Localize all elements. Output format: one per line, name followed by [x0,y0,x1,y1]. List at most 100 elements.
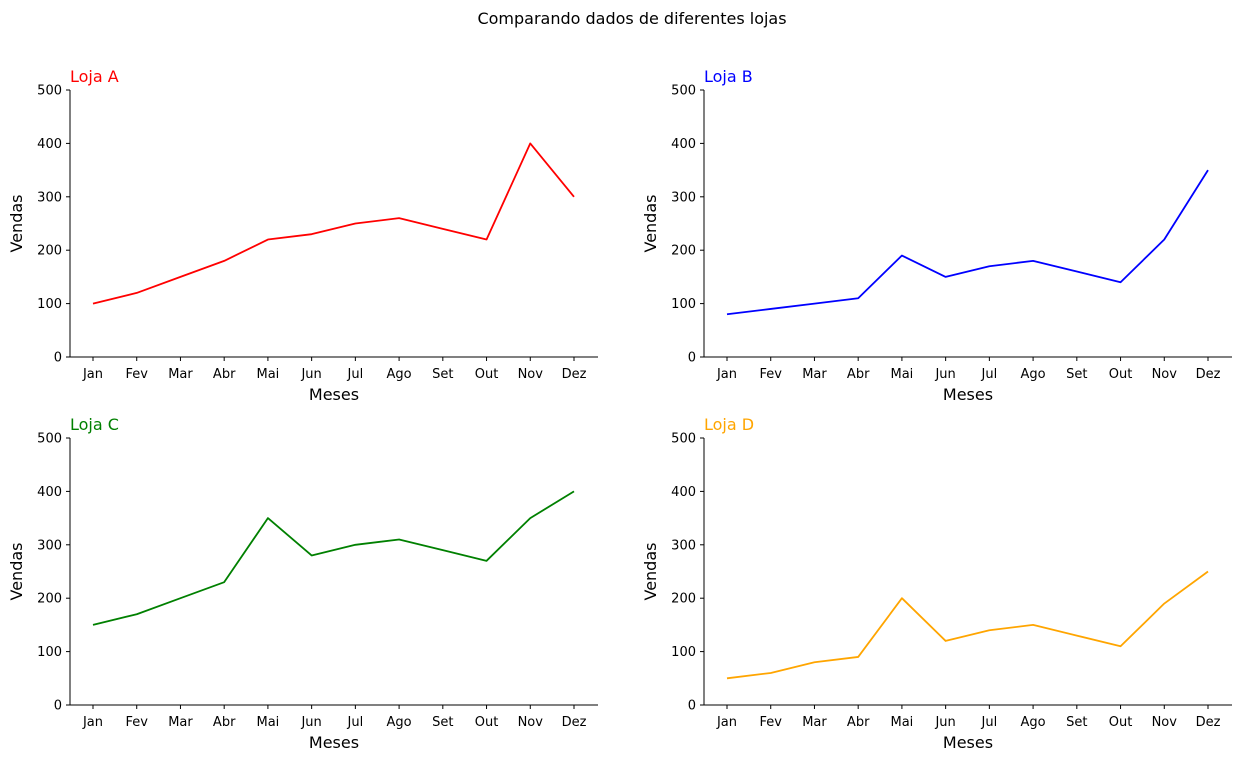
x-tick-label: Dez [1196,367,1221,382]
data-point [441,548,445,552]
x-tick-label: Jun [934,715,955,730]
chart-panel-1: Loja A 0 100 200 300 400 500 Jan Fev Mar Abr Mai Jun… [7,67,598,404]
y-tick-label: 200 [37,592,62,607]
x-axis-label: Meses [943,385,993,404]
data-point [91,302,95,306]
y-axis-label: Vendas [641,195,660,253]
x-tick-label: Nov [1152,715,1178,730]
data-point [572,489,576,493]
x-tick-label: Dez [562,367,587,382]
x-axis-label: Meses [309,385,359,404]
data-point [1075,634,1079,638]
x-tick-label: Fev [759,715,782,730]
y-axis-label: Vendas [641,543,660,601]
data-point [1031,623,1035,627]
data-point [900,596,904,600]
y-tick-label: 100 [37,645,62,660]
y-tick-label: 200 [671,592,696,607]
y-axis-label: Vendas [7,195,26,253]
data-point [769,307,773,311]
x-tick-label: Abr [847,715,870,730]
data-point [1031,259,1035,263]
x-tick-label: Jan [716,367,737,382]
data-point [353,222,357,226]
data-point [135,612,139,616]
y-tick-label: 0 [688,351,696,366]
x-tick-label: Jul [981,367,998,382]
x-tick-label: Mai [257,367,280,382]
data-point [1162,238,1166,242]
y-tick-label: 0 [54,699,62,714]
x-tick-label: Out [1109,367,1133,382]
x-tick-label: Mai [891,367,914,382]
chart-panel-3: Loja C 0 100 200 300 400 500 Jan Fev Mar Abr Mai Jun… [7,415,598,752]
data-point [725,676,729,680]
x-tick-label: Mar [802,715,827,730]
data-point [266,516,270,520]
data-point [441,227,445,231]
x-tick-label: Mar [168,367,193,382]
data-point [812,660,816,664]
y-tick-label: 300 [671,190,696,205]
y-tick-label: 300 [671,538,696,553]
data-point [769,671,773,675]
x-tick-label: Set [432,367,453,382]
y-tick-label: 400 [671,485,696,500]
y-tick-label: 100 [37,297,62,312]
x-tick-label: Jun [300,715,321,730]
y-tick-label: 300 [37,538,62,553]
x-tick-label: Out [475,715,499,730]
y-tick-label: 500 [37,432,62,447]
x-tick-label: Jan [716,715,737,730]
data-point [725,312,729,316]
x-tick-label: Abr [213,367,236,382]
data-point [397,537,401,541]
x-tick-label: Ago [387,715,412,730]
data-point [1206,570,1210,574]
x-tick-label: Jun [300,367,321,382]
x-tick-label: Fev [125,715,148,730]
x-tick-label: Set [432,715,453,730]
x-tick-label: Jun [934,367,955,382]
data-point [1119,644,1123,648]
data-point [310,232,314,236]
y-tick-label: 500 [671,432,696,447]
series-line [92,490,575,626]
data-point [310,553,314,557]
panel-title: Loja C [70,415,119,434]
data-point [222,259,226,263]
x-tick-label: Mar [168,715,193,730]
series-line [726,169,1209,316]
x-tick-label: Mai [257,715,280,730]
x-tick-label: Jan [82,367,103,382]
y-tick-label: 400 [671,137,696,152]
x-tick-label: Mar [802,367,827,382]
x-tick-label: Ago [1021,367,1046,382]
series-line [726,570,1209,680]
data-point [353,543,357,547]
x-tick-label: Ago [1021,715,1046,730]
x-tick-label: Mai [891,715,914,730]
x-axis-label: Meses [943,733,993,752]
data-point [222,580,226,584]
data-point [135,291,139,295]
data-point [900,254,904,258]
data-point [856,296,860,300]
chart-panel-4: Loja D 0 100 200 300 400 500 Jan Fev Mar Abr Mai Jun… [641,415,1232,752]
y-axis-label: Vendas [7,543,26,601]
y-tick-label: 200 [671,244,696,259]
x-tick-label: Abr [213,715,236,730]
data-point [1206,168,1210,172]
y-tick-label: 0 [688,699,696,714]
data-point [178,275,182,279]
y-tick-label: 0 [54,351,62,366]
data-point [397,216,401,220]
data-point [944,275,948,279]
data-point [856,655,860,659]
y-tick-label: 400 [37,137,62,152]
y-tick-label: 100 [671,645,696,660]
x-tick-label: Nov [518,367,544,382]
data-point [1119,280,1123,284]
data-point [178,596,182,600]
series-line [92,142,575,305]
